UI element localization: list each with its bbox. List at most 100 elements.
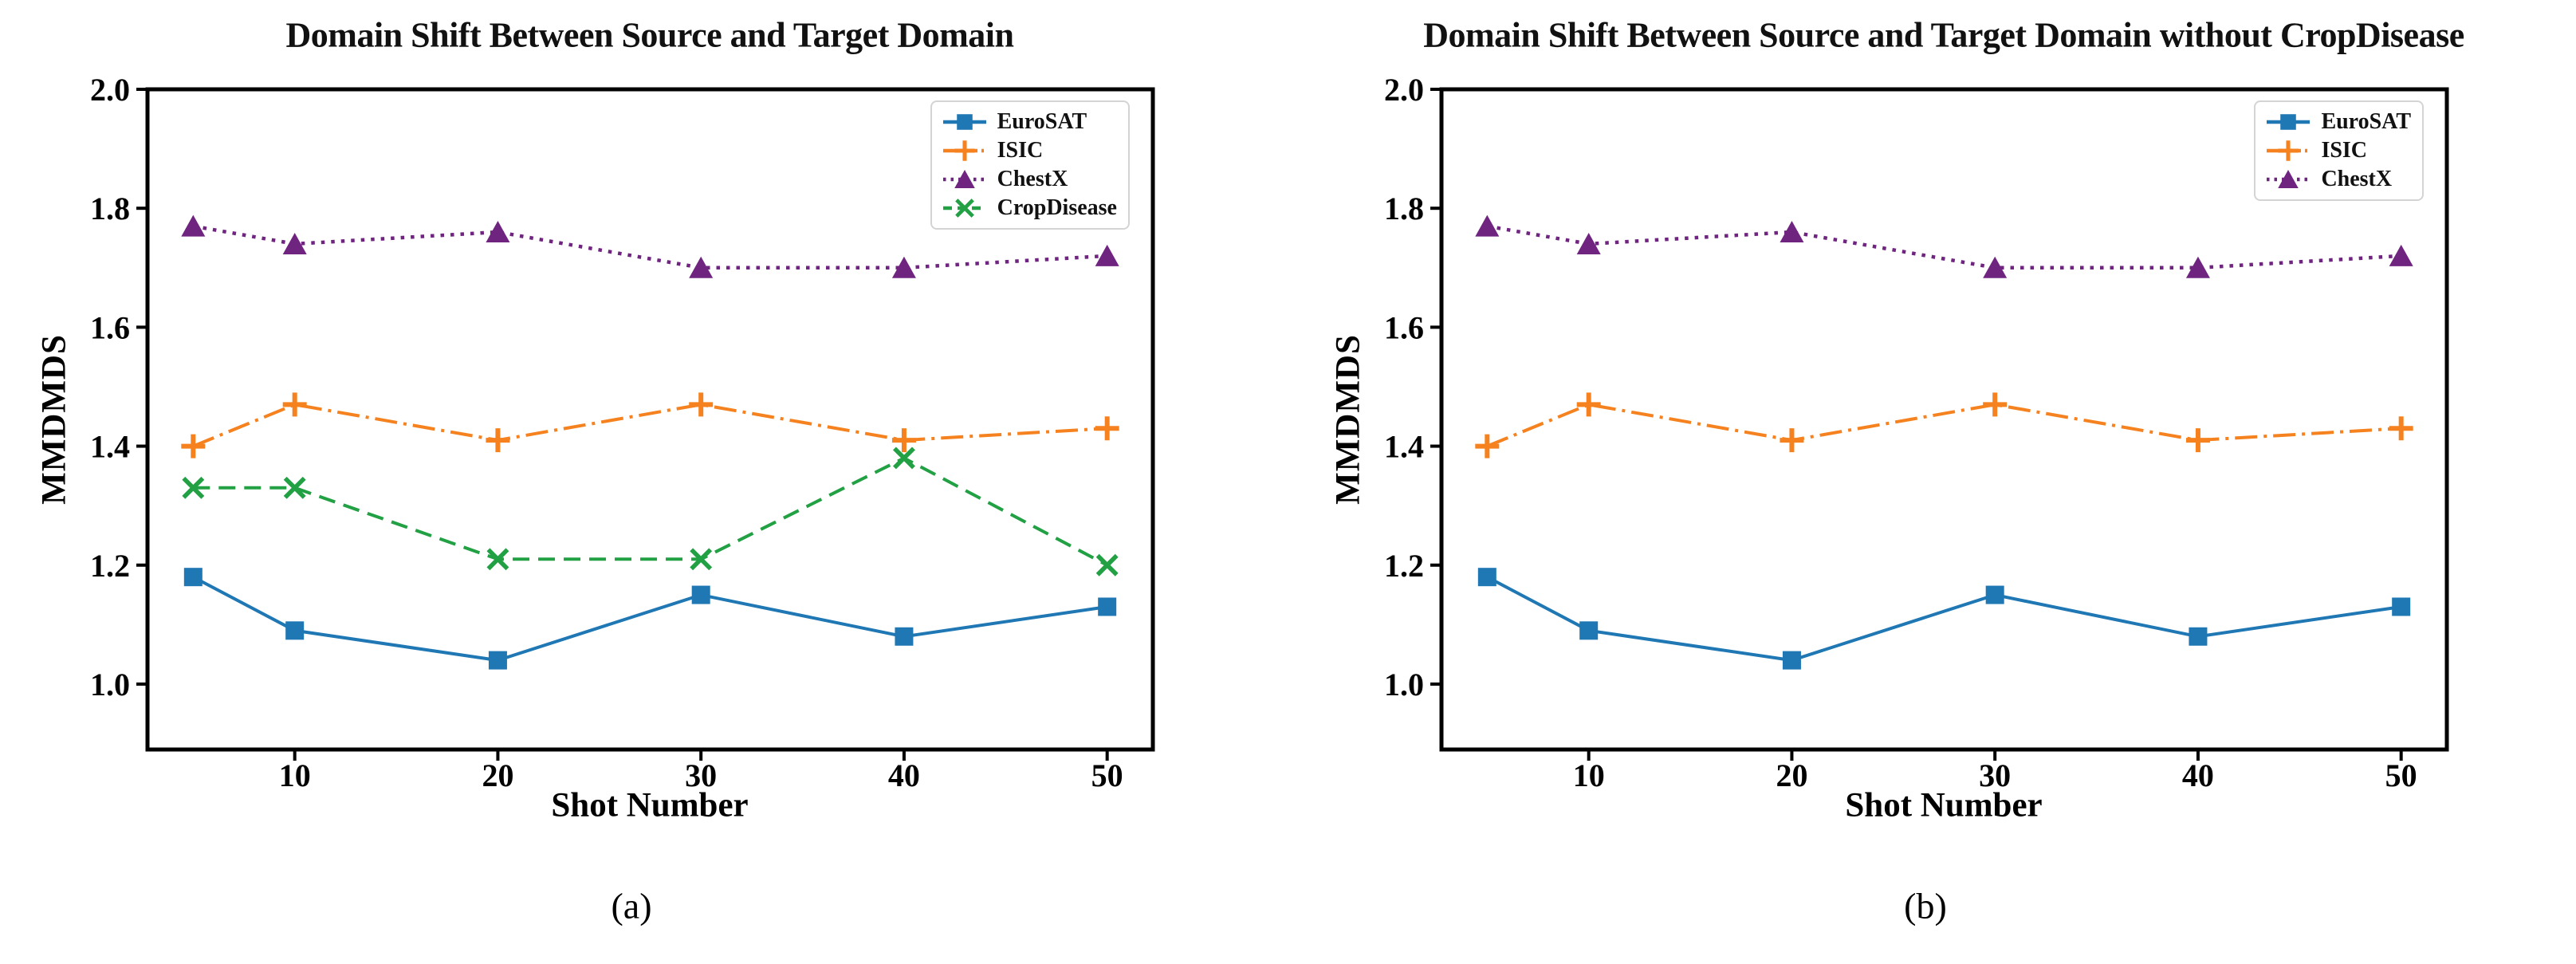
series-marker-chestx	[2389, 244, 2413, 266]
series-eurosat	[1477, 568, 2411, 670]
plot-svg-b: 10 20 30 40 50 1.0 1.2 1.4 1.6 1.8 2.0	[1384, 72, 2449, 793]
plus-marker	[1576, 392, 1601, 417]
y-tick-label: 1.4	[90, 429, 130, 465]
series-marker-cropdisease	[182, 476, 205, 499]
plus-marker	[891, 428, 916, 453]
series-marker-cropdisease	[283, 476, 306, 499]
series-marker-eurosat	[895, 627, 914, 646]
legend-marker-chestx	[954, 169, 975, 189]
series-marker-eurosat	[1579, 621, 1599, 640]
legend-label-chestx: ChestX	[2321, 167, 2393, 191]
legend-sample-cropdisease	[942, 199, 986, 218]
x-marker	[892, 447, 915, 470]
triangle-marker	[2389, 244, 2413, 266]
series-marker-chestx	[486, 221, 510, 243]
legend-sample-isic	[942, 140, 986, 161]
axis-ticks: 10 20 30 40 50 1.0 1.2 1.4 1.6 1.8 2.0	[1384, 72, 2417, 793]
x-marker	[283, 476, 306, 499]
triangle-marker	[891, 256, 916, 278]
series-marker-eurosat	[1098, 597, 1117, 616]
x-axis-label: Shot Number	[1845, 786, 2043, 824]
series-marker-cropdisease	[486, 548, 509, 571]
plus-marker	[689, 392, 714, 417]
legend-marker-cropdisease	[954, 199, 974, 218]
plus-marker	[486, 428, 510, 453]
square-marker	[2189, 627, 2208, 646]
x-marker	[1095, 553, 1119, 576]
square-marker	[1477, 568, 1496, 587]
square-marker	[691, 585, 710, 604]
plus-marker	[1475, 434, 1500, 458]
y-tick-label: 1.6	[1384, 309, 1424, 345]
legend-item-eurosat: EuroSAT	[942, 108, 1117, 136]
square-marker	[895, 627, 914, 646]
y-tick-label: 1.8	[1384, 191, 1424, 226]
series-marker-eurosat	[2392, 597, 2411, 616]
plus-marker	[1983, 392, 2008, 417]
series-cropdisease	[182, 447, 1119, 576]
square-marker	[1782, 651, 1801, 670]
x-tick-label: 40	[888, 757, 920, 793]
series-marker-eurosat	[1985, 585, 2004, 604]
legend-marker-isic	[954, 140, 975, 161]
legend-item-eurosat: EuroSAT	[2265, 108, 2411, 136]
legend-sample-chestx	[2267, 169, 2311, 189]
series-chestx	[181, 214, 1119, 278]
series-marker-chestx	[891, 256, 916, 278]
series-chestx	[1475, 214, 2413, 278]
legend-label-isic: ISIC	[997, 138, 1044, 163]
plus-marker	[1095, 416, 1119, 441]
legend-marker-eurosat	[956, 114, 973, 130]
subfigure-caption: (a)	[611, 885, 652, 927]
series-isic	[1475, 392, 2413, 458]
legend-box: EuroSAT ISIC ChestX CropDisease	[930, 100, 1130, 230]
triangle-marker	[1475, 214, 1500, 237]
triangle-marker	[181, 214, 206, 237]
series-line-isic	[1486, 403, 2401, 448]
series-marker-isic	[891, 428, 916, 453]
legend-item-isic: ISIC	[2265, 137, 2411, 164]
legend-label-isic: ISIC	[2321, 138, 2368, 163]
plus-marker	[1780, 428, 1804, 453]
legend-item-chestx: ChestX	[2265, 166, 2411, 193]
plot-svg-a: 10 20 30 40 50 1.0 1.2 1.4 1.6 1.8 2.0	[90, 72, 1155, 793]
square-marker	[1985, 585, 2004, 604]
x-tick-label: 10	[279, 757, 311, 793]
series-marker-eurosat	[488, 651, 507, 670]
x-tick-label: 50	[1091, 757, 1123, 793]
y-tick-label: 1.6	[90, 309, 130, 345]
series-marker-isic	[2185, 428, 2210, 453]
x-tick-label: 20	[482, 757, 513, 793]
series-line-eurosat	[192, 575, 1107, 663]
series-eurosat	[183, 568, 1117, 670]
series-marker-eurosat	[2189, 627, 2208, 646]
series-line-chestx	[1486, 224, 2401, 270]
legend-sample-eurosat	[942, 114, 986, 130]
square-marker	[285, 621, 305, 640]
legend-label-cropdisease: CropDisease	[997, 195, 1117, 220]
plus-marker	[2389, 416, 2413, 441]
x-tick-label: 30	[685, 757, 717, 793]
triangle-marker	[486, 221, 510, 243]
legend-item-chestx: ChestX	[942, 166, 1117, 193]
series-marker-eurosat	[285, 621, 305, 640]
legend-item-isic: ISIC	[942, 137, 1117, 164]
series-marker-chestx	[689, 256, 714, 278]
x-marker	[690, 548, 713, 571]
x-marker	[954, 199, 974, 218]
y-tick-label: 1.2	[90, 548, 130, 584]
series-marker-cropdisease	[1095, 553, 1119, 576]
triangle-marker	[1095, 244, 1119, 266]
legend-marker-isic	[2278, 140, 2299, 161]
series-line-eurosat	[1486, 575, 2401, 663]
plus-marker	[2278, 140, 2299, 161]
triangle-marker	[1780, 221, 1804, 243]
y-tick-label: 1.2	[1384, 548, 1424, 584]
x-tick-label: 30	[1979, 757, 2011, 793]
y-tick-label: 1.0	[1384, 667, 1424, 702]
y-tick-label: 2.0	[1384, 72, 1424, 108]
x-tick-label: 40	[2182, 757, 2214, 793]
plus-marker	[2185, 428, 2210, 453]
square-marker	[2392, 597, 2411, 616]
series-line-cropdisease	[193, 456, 1108, 567]
